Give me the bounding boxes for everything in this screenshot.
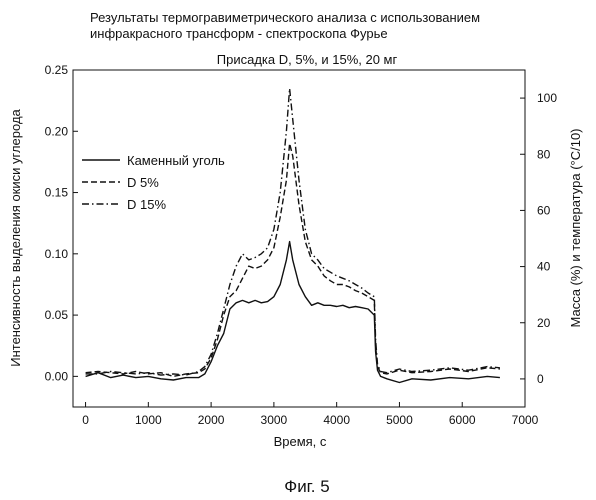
- right-tick-label: 40: [537, 260, 551, 274]
- chart-subtitle: Присадка D, 5%, и 15%, 20 мг: [217, 52, 398, 67]
- legend-label-2: D 5%: [127, 175, 159, 190]
- right-tick-label: 100: [537, 91, 557, 105]
- right-tick-label: 60: [537, 203, 551, 217]
- x-tick-label: 3000: [261, 413, 288, 427]
- left-tick-label: 0.25: [45, 63, 69, 77]
- x-axis-label: Время, с: [274, 434, 327, 449]
- series-line-3: [86, 88, 500, 375]
- right-axis-ticks: 0 20 40 60 80 100: [520, 91, 557, 386]
- legend-label-3: D 15%: [127, 197, 166, 212]
- right-tick-label: 0: [537, 372, 544, 386]
- x-tick-label: 5000: [386, 413, 413, 427]
- left-tick-label: 0.00: [45, 369, 69, 383]
- x-tick-label: 2000: [198, 413, 225, 427]
- figure-caption: Фиг. 5: [284, 477, 329, 496]
- right-tick-label: 20: [537, 316, 551, 330]
- legend-label-1: Каменный уголь: [127, 153, 225, 168]
- x-tick-label: 6000: [449, 413, 476, 427]
- x-tick-label: 1000: [135, 413, 162, 427]
- x-tick-label: 7000: [512, 413, 539, 427]
- chart-title-line1: Результаты термогравиметрического анализ…: [90, 10, 480, 25]
- series-line-1: [86, 242, 500, 383]
- plot-frame: [73, 70, 525, 407]
- left-tick-label: 0.15: [45, 186, 69, 200]
- chart-title-line2: инфракрасного трансформ - спектроскопа Ф…: [90, 26, 388, 41]
- right-tick-label: 80: [537, 147, 551, 161]
- x-axis-ticks: 0 1000 2000 3000 4000 5000 6000 7000: [82, 402, 538, 427]
- left-axis-label: Интенсивность выделения окиси углерода: [8, 108, 23, 366]
- right-axis-label: Масса (%) и температура (°C/10): [568, 128, 583, 327]
- series-group: [86, 88, 500, 382]
- left-tick-label: 0.10: [45, 247, 69, 261]
- x-tick-label: 0: [82, 413, 89, 427]
- x-tick-label: 4000: [323, 413, 350, 427]
- left-tick-label: 0.20: [45, 124, 69, 138]
- legend: Каменный уголь D 5% D 15%: [82, 153, 225, 212]
- left-tick-label: 0.05: [45, 308, 69, 322]
